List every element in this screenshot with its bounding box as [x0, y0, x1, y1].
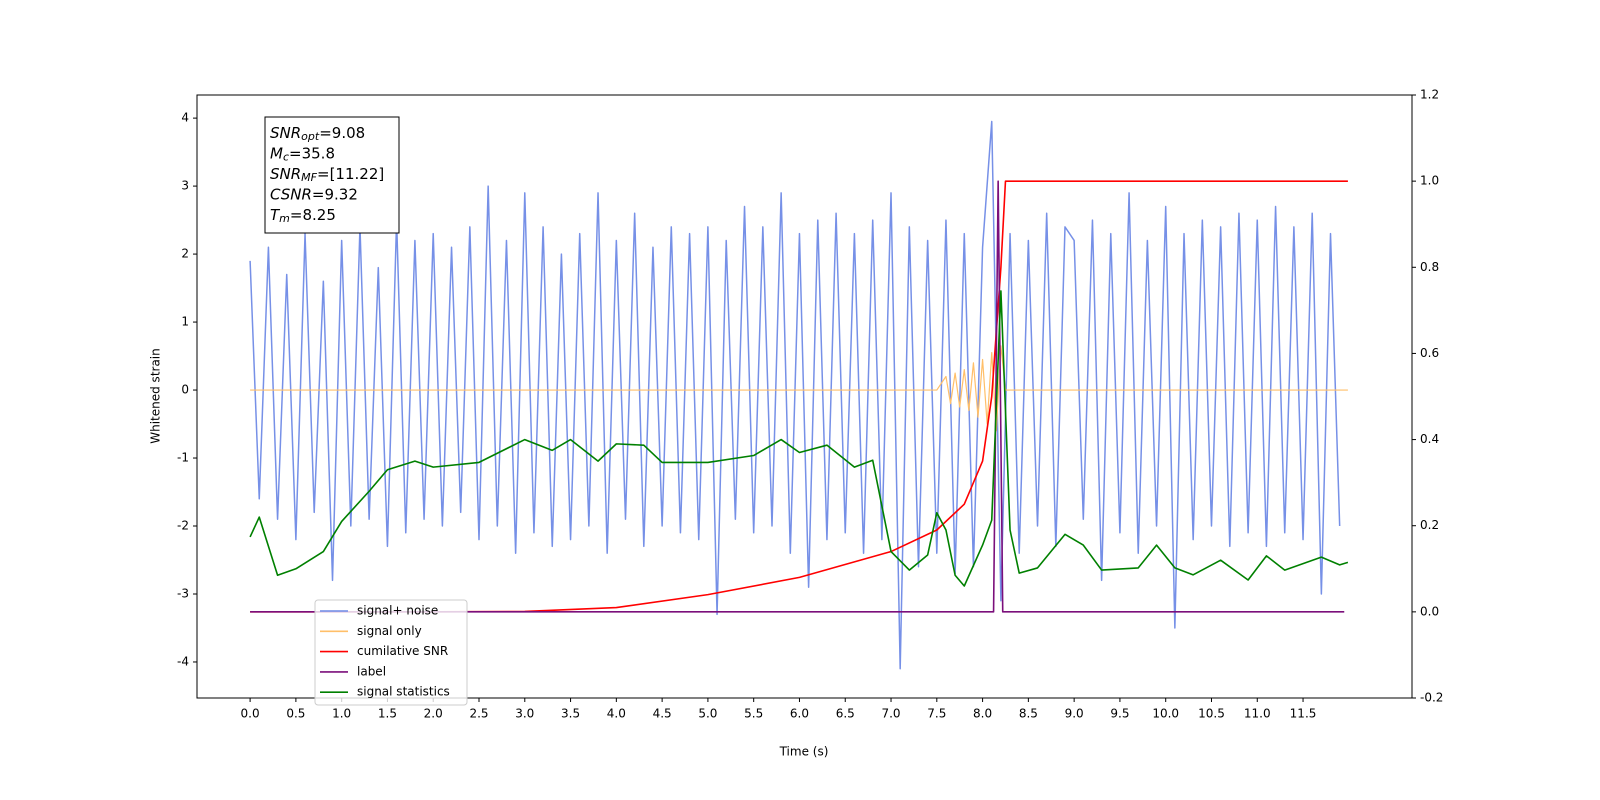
annotation-symbol: SNR	[270, 165, 301, 183]
x-tick-label: 10.0	[1152, 707, 1179, 721]
annotation-line: SNRMF=[11.22]	[270, 165, 384, 185]
x-tick-label: 0.5	[286, 707, 305, 721]
x-tick-label: 2.0	[424, 707, 443, 721]
x-tick-label: 7.5	[927, 707, 946, 721]
series-line	[250, 180, 1345, 613]
x-tick-label: 4.5	[653, 707, 672, 721]
x-tick-label: 11.0	[1244, 707, 1271, 721]
y-tick-label: -2	[177, 519, 189, 533]
x-tick-label: 9.5	[1110, 707, 1129, 721]
legend-label: signal only	[357, 624, 422, 638]
x-tick-label: 6.5	[836, 707, 855, 721]
annotation-subscript: m	[279, 212, 290, 225]
annotation-box: SNRopt=9.08Mc=35.8SNRMF=[11.22]CSNR=9.32…	[264, 116, 400, 234]
annotation-symbol: T	[270, 206, 281, 224]
y-tick-label: 4	[181, 111, 189, 125]
y2-tick-label: 0.6	[1420, 346, 1439, 360]
annotation-value: =9.32	[312, 185, 358, 203]
y2-tick-label: -0.2	[1420, 691, 1443, 705]
series-line	[249, 290, 1349, 587]
annotation-line: SNRopt=9.08	[270, 124, 365, 144]
x-tick-label: 9.0	[1065, 707, 1084, 721]
annotation-value: =8.25	[290, 206, 336, 224]
annotation-line: Tm=8.25	[270, 206, 336, 226]
y-tick-label: -3	[177, 586, 189, 600]
legend-frame	[314, 599, 468, 706]
y-tick-label: -4	[177, 654, 189, 668]
annotation-subscript: opt	[301, 130, 320, 143]
y2-tick-label: 1.2	[1420, 88, 1439, 102]
annotation-symbol: CSNR	[270, 185, 312, 203]
y-tick-label: 2	[181, 247, 189, 261]
legend-label: label	[357, 664, 386, 678]
y2-tick-label: 0.4	[1420, 432, 1439, 446]
annotation-subscript: MF	[301, 171, 317, 184]
x-tick-label: 5.5	[744, 707, 763, 721]
x-tick-label: 2.5	[469, 707, 488, 721]
y-tick-label: 0	[181, 383, 189, 397]
y2-tick-label: 0.0	[1420, 604, 1439, 618]
x-tick-label: 1.0	[332, 707, 351, 721]
annotation-line: Mc=35.8	[270, 144, 335, 164]
y-tick-label: -1	[177, 451, 189, 465]
series-line	[249, 120, 1341, 670]
x-tick-label: 3.5	[561, 707, 580, 721]
annotation-value: =35.8	[289, 144, 335, 162]
legend-label: signal statistics	[357, 685, 450, 699]
y2-tick-label: 0.2	[1420, 518, 1439, 532]
x-tick-label: 10.5	[1198, 707, 1225, 721]
y2-tick-label: 0.8	[1420, 260, 1439, 274]
y-tick-label: 3	[181, 179, 189, 193]
annotation-value: =[11.22]	[317, 165, 384, 183]
axes-frame	[196, 94, 1413, 699]
x-tick-label: 8.5	[1019, 707, 1038, 721]
annotation-line: CSNR=9.32	[270, 185, 358, 203]
x-tick-label: 7.0	[881, 707, 900, 721]
x-axis-label: Time (s)	[779, 745, 829, 759]
x-tick-label: 5.0	[698, 707, 717, 721]
annotation-symbol: M	[270, 144, 283, 162]
annotation-frame	[264, 116, 400, 234]
y-axis-label: Whitened strain	[149, 348, 163, 444]
x-tick-label: 3.0	[515, 707, 534, 721]
x-tick-label: 0.0	[241, 707, 260, 721]
annotation-symbol: SNR	[270, 124, 301, 142]
x-tick-label: 8.0	[973, 707, 992, 721]
y-tick-label: 1	[181, 315, 189, 329]
annotation-subscript: c	[283, 151, 289, 164]
x-tick-label: 6.0	[790, 707, 809, 721]
legend-label: signal+ noise	[357, 604, 438, 618]
x-tick-label: 1.5	[378, 707, 397, 721]
annotation-value: =9.08	[319, 124, 365, 142]
legend: signal+ noise signal only cumilative SNR la…	[314, 599, 468, 706]
y2-tick-label: 1.0	[1420, 174, 1439, 188]
x-tick-label: 4.0	[607, 707, 626, 721]
x-tick-label: 11.5	[1290, 707, 1317, 721]
legend-label: cumilative SNR	[357, 644, 448, 658]
